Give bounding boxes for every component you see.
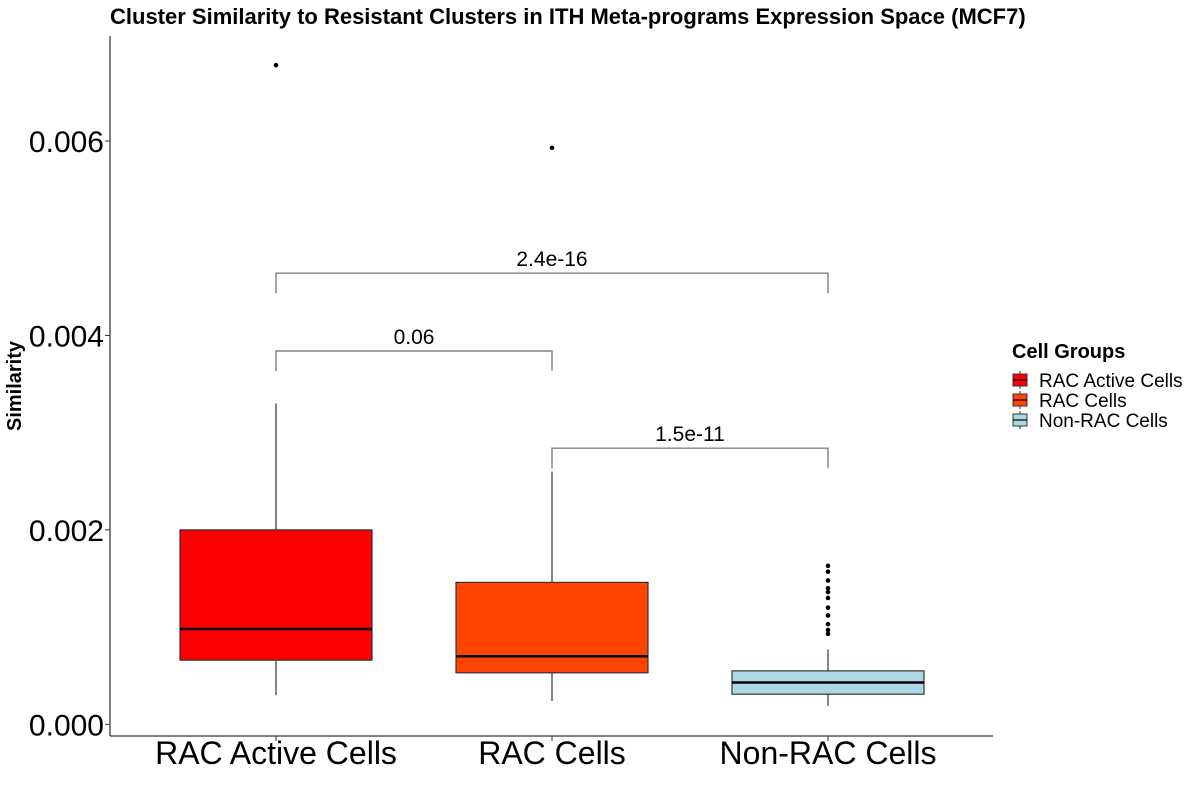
outlier-point [825,621,831,627]
x-tick-label: RAC Active Cells [155,735,397,771]
bracket-line [275,272,829,294]
outlier-point [825,605,831,610]
bracket-1: 0.06 [275,326,553,371]
axes: 0.000 0.002 0.004 0.006 RAC Active Cells RAC … [29,36,993,771]
x-tick-label: Non-RAC Cells [720,735,937,771]
legend-label: RAC Active Cells [1039,371,1183,392]
outlier-point [825,627,831,633]
outlier-point [825,569,831,574]
outlier-point [825,589,831,595]
outlier-point [825,578,831,583]
box-3 [731,563,925,706]
legend-label: RAC Cells [1039,391,1127,412]
outlier-point [825,613,831,618]
box-1 [179,62,373,696]
boxes [179,62,925,706]
significance-brackets: 0.06 2.4e-16 1.5e-11 [275,248,829,469]
box-2 [455,145,649,701]
outlier-point [273,62,279,68]
outlier-point [549,145,555,151]
chart-title: Cluster Similarity to Resistant Clusters… [110,4,1026,29]
y-tick-label: 0.006 [29,126,104,159]
y-tick-label: 0.000 [29,709,104,742]
legend-label: Non-RAC Cells [1039,411,1168,432]
box-body [179,529,373,661]
y-tick-label: 0.004 [29,320,104,353]
bracket-2: 2.4e-16 [275,248,829,294]
p-value-label: 0.06 [394,326,435,349]
legend-item-3: Non-RAC Cells [1012,411,1168,432]
p-value-label: 1.5e-11 [655,423,725,446]
box-body [455,581,649,674]
legend-item-1: RAC Active Cells [1012,371,1183,392]
p-value-label: 2.4e-16 [516,248,587,271]
bracket-line [551,447,829,469]
outlier-point [825,563,831,569]
outlier-point [825,631,831,637]
bracket-line [275,350,553,371]
y-axis-title: Similarity [4,340,26,431]
outlier-point [825,595,831,601]
outlier-point [825,585,831,591]
y-tick-label: 0.002 [29,515,104,548]
legend-item-2: RAC Cells [1012,391,1127,412]
legend-title: Cell Groups [1012,341,1125,363]
x-tick-label: RAC Cells [478,735,626,771]
bracket-3: 1.5e-11 [551,423,829,469]
